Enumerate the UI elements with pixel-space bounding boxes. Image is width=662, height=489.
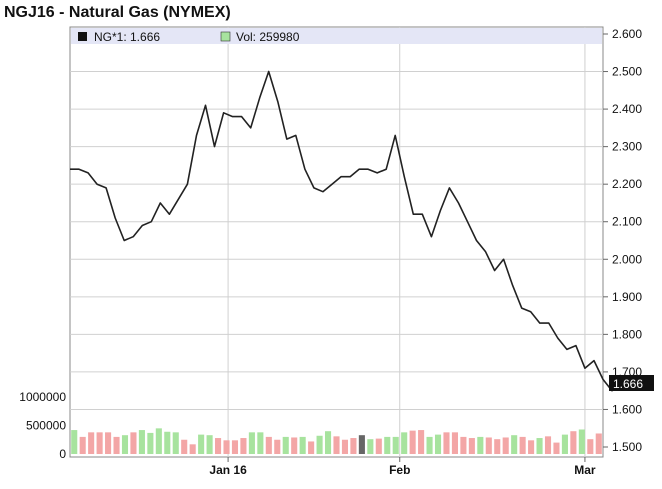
last-price-marker: 1.666 (609, 375, 654, 391)
volume-bar (409, 430, 416, 454)
price-tick-label: 2.100 (612, 215, 642, 229)
volume-legend-label: Vol: 259980 (236, 30, 300, 44)
date-axis: Jan 16 Feb Mar (209, 457, 596, 477)
legend-bar (71, 28, 602, 44)
price-tick-label: 1.600 (612, 402, 642, 416)
volume-bar (130, 432, 137, 454)
grid-lines (70, 27, 603, 457)
volume-bar (164, 431, 171, 454)
volume-bar (172, 432, 179, 454)
volume-tick-label: 0 (59, 447, 66, 461)
price-series-line (70, 70, 622, 392)
volume-bar (595, 433, 602, 454)
price-legend-label: NG*1: 1.666 (94, 30, 160, 44)
volume-bar (215, 438, 222, 454)
volume-bar (71, 430, 78, 454)
volume-bar (392, 436, 399, 454)
date-tick-label: Jan 16 (209, 463, 247, 477)
volume-bar (96, 432, 103, 454)
volume-bar (519, 436, 526, 454)
volume-bar (147, 432, 154, 454)
volume-bar (434, 434, 442, 454)
volume-bar (113, 436, 120, 454)
volume-bar (189, 444, 196, 454)
volume-bar (333, 436, 340, 454)
price-tick-label: 1.500 (612, 440, 642, 454)
date-tick-label: Feb (389, 463, 410, 477)
date-tick-label: Mar (574, 463, 596, 477)
volume-bar (536, 438, 543, 454)
volume-bar (544, 436, 552, 454)
volume-bar (138, 430, 145, 454)
volume-bar (451, 432, 458, 454)
volume-bar (494, 439, 501, 454)
volume-bar (502, 437, 509, 454)
last-price-label: 1.666 (613, 377, 643, 391)
volume-bar (181, 439, 188, 454)
volume-bar (206, 435, 213, 454)
volume-bar (223, 440, 230, 454)
volume-bar (570, 431, 577, 454)
volume-bar (282, 436, 289, 454)
volume-tick-label: 500000 (26, 419, 66, 433)
volume-bar (308, 441, 315, 454)
volume-bar (291, 437, 298, 454)
volume-bar (79, 436, 86, 454)
volume-bar (88, 432, 95, 454)
volume-bar (477, 436, 484, 454)
volume-bar (358, 435, 365, 454)
volume-bar (248, 432, 255, 454)
price-tick-label: 2.600 (612, 27, 642, 41)
volume-bar (561, 434, 568, 454)
volume-bar (265, 436, 272, 454)
volume-bar (401, 432, 408, 454)
volume-tick-label: 1000000 (19, 390, 66, 404)
volume-bar (443, 432, 450, 454)
volume-bar (426, 436, 433, 454)
volume-bar (511, 435, 518, 454)
volume-bar (528, 440, 535, 454)
volume-bar (460, 436, 467, 454)
volume-bar (231, 440, 239, 454)
volume-bar (121, 435, 129, 454)
volume-bar (341, 439, 349, 454)
price-tick-label: 2.400 (612, 102, 642, 116)
volume-bar (350, 438, 357, 454)
volume-bar (587, 439, 594, 454)
volume-bar (578, 429, 585, 454)
volume-legend-swatch (220, 31, 231, 42)
price-tick-label: 2.200 (612, 177, 642, 191)
price-tick-label: 2.500 (612, 65, 642, 79)
price-tick-label: 2.300 (612, 140, 642, 154)
price-legend-swatch (78, 32, 87, 41)
volume-bar (468, 438, 475, 454)
volume-bar (367, 439, 374, 454)
volume-axis: 1000000 500000 0 (19, 390, 66, 461)
volume-bar (198, 434, 205, 454)
volume-bar (485, 437, 492, 454)
plot-area (69, 26, 604, 458)
volume-bar (299, 436, 306, 454)
price-axis: 2.600 2.500 2.400 2.300 2.200 2.100 2.000 1.900… (603, 27, 642, 454)
price-tick-label: 1.800 (612, 327, 642, 341)
volume-bar (418, 430, 425, 454)
volume-bar (155, 428, 162, 454)
price-tick-label: 1.900 (612, 290, 642, 304)
price-tick-label: 2.000 (612, 252, 642, 266)
volume-bars (71, 428, 602, 454)
volume-bar (240, 438, 247, 454)
volume-bar (316, 435, 323, 454)
volume-bar (274, 439, 281, 454)
volume-bar (105, 432, 112, 454)
volume-bar (257, 432, 264, 454)
volume-bar (384, 436, 391, 454)
chart-title: NGJ16 - Natural Gas (NYMEX) (4, 4, 231, 21)
volume-bar (375, 438, 382, 454)
volume-bar (553, 442, 560, 454)
volume-bar (324, 431, 332, 454)
